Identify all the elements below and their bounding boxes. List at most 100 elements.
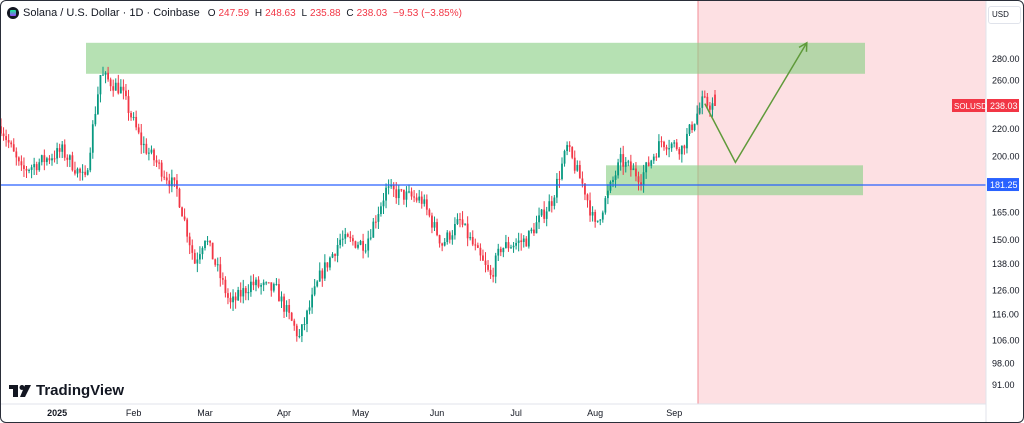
candle xyxy=(448,230,451,244)
candle-body xyxy=(431,215,433,228)
candle-body xyxy=(686,133,688,149)
currency-button[interactable]: USD xyxy=(988,6,1021,24)
candle-body xyxy=(502,247,505,253)
candle-body xyxy=(46,158,48,163)
time-tick-label: Jun xyxy=(430,408,445,418)
candle-body xyxy=(698,107,701,114)
symbol-title[interactable]: Solana / U.S. Dollar · 1D · Coinbase xyxy=(23,7,200,19)
candle-body xyxy=(652,156,655,161)
candle-body xyxy=(680,145,683,155)
candle-body xyxy=(522,238,525,243)
candle xyxy=(91,120,94,159)
candle-body xyxy=(267,282,270,284)
candle-body xyxy=(578,165,581,179)
candle xyxy=(589,192,591,222)
candle-body xyxy=(372,221,375,238)
candle xyxy=(270,282,273,297)
candle-body xyxy=(566,145,568,152)
candle-body xyxy=(17,157,20,162)
candle-body xyxy=(318,270,321,282)
candle-body xyxy=(188,236,191,246)
candle-body xyxy=(510,247,512,249)
candle-body xyxy=(313,286,316,295)
candle-body xyxy=(163,176,166,178)
candle-body xyxy=(479,247,482,256)
candle-body xyxy=(675,142,678,149)
candle-body xyxy=(380,206,382,215)
candle-body xyxy=(645,162,648,173)
candle-body xyxy=(158,162,160,164)
candle xyxy=(252,274,255,291)
candle-body xyxy=(122,86,125,91)
candle-body xyxy=(79,168,81,173)
candle-body xyxy=(711,103,714,110)
candle-body xyxy=(571,147,574,158)
change-value: −9.53 (−3.85%) xyxy=(393,7,462,19)
candle-body xyxy=(23,165,25,169)
last-price-label: 238.03 xyxy=(990,101,1018,111)
candle xyxy=(293,318,296,331)
candle-body xyxy=(316,281,319,287)
candle xyxy=(359,239,362,246)
candle xyxy=(670,142,673,152)
candle xyxy=(706,92,709,108)
candle-body xyxy=(216,264,219,266)
candle-body xyxy=(349,236,352,239)
candle-body xyxy=(693,123,696,131)
candle-body xyxy=(20,161,23,166)
candle xyxy=(99,75,102,103)
candle xyxy=(415,193,418,203)
candle-body xyxy=(102,74,104,76)
candle xyxy=(125,83,127,100)
candle-body xyxy=(441,243,444,246)
candle xyxy=(629,154,632,177)
candle-body xyxy=(533,229,535,234)
candle-body xyxy=(301,324,303,337)
candle xyxy=(181,206,183,217)
candle xyxy=(362,233,364,259)
candle xyxy=(703,90,706,99)
candle-body xyxy=(84,171,87,175)
candle xyxy=(377,206,380,229)
candle-body xyxy=(617,162,619,176)
candle xyxy=(418,189,421,204)
candle xyxy=(594,209,597,228)
time-tick-label: Aug xyxy=(587,408,603,418)
candle xyxy=(698,102,701,115)
candle-body xyxy=(415,197,418,201)
candle xyxy=(275,278,278,286)
candle xyxy=(696,105,699,126)
candle-body xyxy=(71,155,74,171)
candle-body xyxy=(99,75,102,95)
time-tick-label: 2025 xyxy=(47,408,67,418)
candle-body xyxy=(691,124,693,131)
candle-body xyxy=(329,257,331,268)
candle-body xyxy=(563,151,566,164)
candle xyxy=(561,157,563,181)
solana-logo-icon xyxy=(7,7,19,19)
candle xyxy=(229,292,232,309)
candle xyxy=(280,291,283,308)
price-tick-label: 98.00 xyxy=(992,358,1015,368)
candle xyxy=(43,149,46,171)
candle-body xyxy=(683,145,686,149)
candle xyxy=(142,136,145,154)
candle xyxy=(474,238,477,251)
candle-body xyxy=(505,242,507,248)
candle xyxy=(97,86,99,115)
candle-body xyxy=(476,245,479,248)
candle-body xyxy=(520,240,523,243)
candle xyxy=(288,298,291,320)
candle-body xyxy=(321,270,324,279)
candle-body xyxy=(403,189,405,200)
candle xyxy=(119,79,122,94)
candle-body xyxy=(91,124,94,153)
tradingview-logo[interactable]: TradingView xyxy=(9,382,124,399)
candle-body xyxy=(354,241,357,248)
candle xyxy=(107,66,109,82)
candle xyxy=(352,234,354,246)
candle-body xyxy=(550,201,553,206)
candle-body xyxy=(507,242,510,249)
candle-body xyxy=(155,160,158,163)
